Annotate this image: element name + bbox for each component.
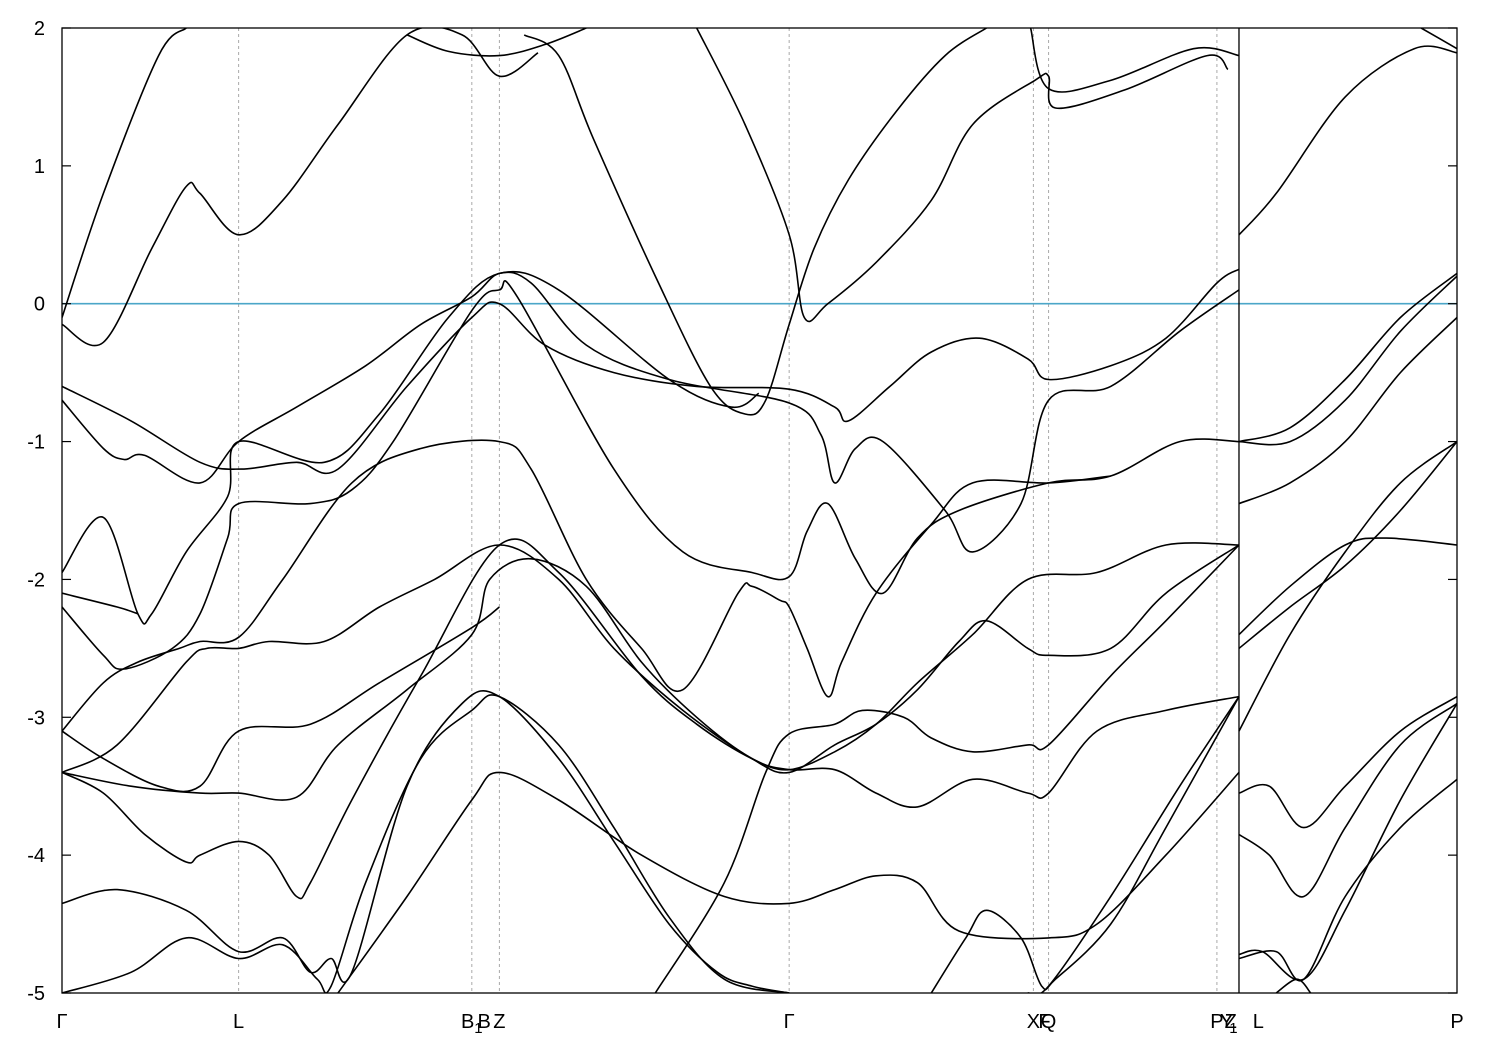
- y-tick-label: -4: [27, 845, 45, 867]
- band-line-14: [62, 439, 1111, 732]
- k-point-label: F: [1038, 1011, 1050, 1033]
- band-line-15: [62, 544, 1240, 774]
- y-tick-label: -5: [27, 983, 45, 1005]
- band-line-29: [1238, 441, 1457, 650]
- band-line-26: [1238, 275, 1457, 446]
- band-line-20: [62, 694, 790, 993]
- band-line-30: [1238, 440, 1457, 732]
- band-line-35: [1275, 978, 1312, 993]
- band-lines: [62, 28, 1457, 993]
- band-line-33: [1238, 778, 1457, 982]
- k-point-label: Y: [1220, 1011, 1233, 1033]
- y-tick-label: 0: [34, 294, 45, 316]
- band-line-6: [1029, 28, 1240, 93]
- k-point-label: X: [1027, 1011, 1040, 1033]
- band-line-34: [1238, 703, 1457, 981]
- k-point-label: Q: [1041, 1011, 1057, 1033]
- k-point-label: B: [478, 1011, 491, 1033]
- band-line-3: [406, 28, 587, 57]
- y-tick-label: 2: [34, 18, 45, 40]
- band-line-22: [654, 544, 1240, 993]
- band-line-4: [523, 28, 987, 416]
- k-point-label: Z: [493, 1011, 505, 1033]
- y-tick-label: -3: [27, 707, 45, 729]
- band-line-13: [62, 280, 1240, 670]
- k-point-label: L: [1253, 1011, 1264, 1033]
- band-line-31: [1238, 695, 1457, 829]
- band-line-8: [1420, 28, 1457, 50]
- band-line-18: [62, 606, 500, 793]
- k-point-label: Z: [1225, 1011, 1237, 1033]
- band-line-28: [1238, 537, 1457, 636]
- k-point-label: L: [233, 1011, 244, 1033]
- band-line-16: [62, 538, 1240, 900]
- band-line-10: [62, 271, 1240, 553]
- k-point-label: B1: [461, 1011, 483, 1037]
- k-point-label: Γ: [56, 1011, 67, 1033]
- band-line-12: [62, 592, 139, 615]
- y-tick-label: -2: [27, 569, 45, 591]
- k-point-label: Γ: [784, 1011, 795, 1033]
- y-axis-ticks: 2 1 0 -1 -2 -3 -4 -5: [27, 18, 1457, 1005]
- band-line-5: [695, 28, 1229, 323]
- k-point-label: P: [1450, 1011, 1463, 1033]
- band-line-19: [62, 690, 790, 993]
- plot-border: [61, 27, 1458, 994]
- band-line-11: [62, 270, 760, 625]
- band-line-1: [62, 28, 187, 318]
- k-point-label: P: [1210, 1011, 1223, 1033]
- y-tick-label: 1: [34, 156, 45, 178]
- band-line-7: [1238, 45, 1457, 236]
- band-line-17: [62, 557, 1240, 809]
- band-line-32: [1238, 702, 1457, 898]
- k-point-label: 1: [1229, 1020, 1237, 1037]
- plot-frame: [61, 27, 1458, 994]
- band-line-24: [1027, 696, 1240, 993]
- y-tick-label: -1: [27, 432, 45, 454]
- band-line-21: [337, 771, 1240, 993]
- band-line-27: [1238, 316, 1457, 505]
- band-line-25: [1238, 272, 1457, 443]
- band-line-2: [62, 28, 539, 347]
